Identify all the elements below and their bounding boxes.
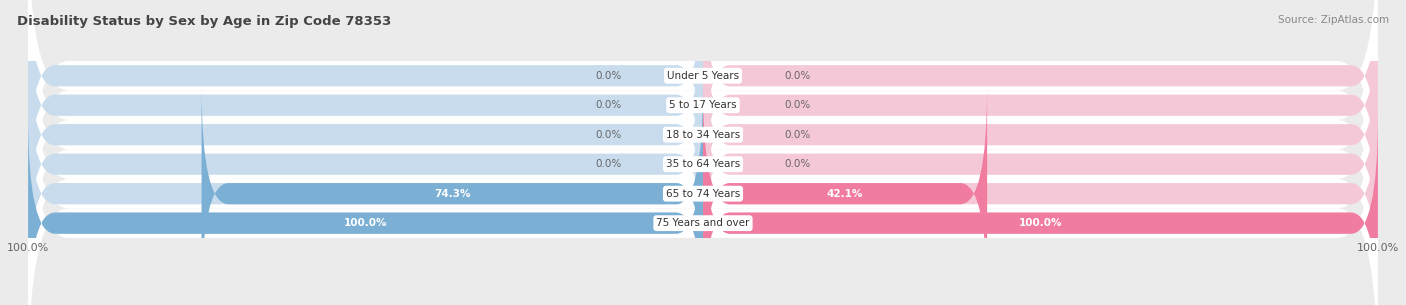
Text: 35 to 64 Years: 35 to 64 Years — [666, 159, 740, 169]
Text: 100.0%: 100.0% — [344, 218, 387, 228]
Text: Under 5 Years: Under 5 Years — [666, 71, 740, 81]
Text: 5 to 17 Years: 5 to 17 Years — [669, 100, 737, 110]
FancyBboxPatch shape — [28, 31, 1378, 305]
Text: 75 Years and over: 75 Years and over — [657, 218, 749, 228]
Text: 0.0%: 0.0% — [785, 71, 811, 81]
Text: 0.0%: 0.0% — [595, 71, 621, 81]
FancyBboxPatch shape — [703, 116, 1378, 305]
FancyBboxPatch shape — [28, 0, 703, 183]
Text: Source: ZipAtlas.com: Source: ZipAtlas.com — [1278, 15, 1389, 25]
FancyBboxPatch shape — [703, 57, 1378, 271]
FancyBboxPatch shape — [703, 116, 1378, 305]
Text: 65 to 74 Years: 65 to 74 Years — [666, 189, 740, 199]
FancyBboxPatch shape — [28, 61, 1378, 305]
FancyBboxPatch shape — [28, 0, 1378, 297]
Text: 74.3%: 74.3% — [434, 189, 471, 199]
FancyBboxPatch shape — [703, 0, 1378, 183]
Text: 0.0%: 0.0% — [595, 100, 621, 110]
FancyBboxPatch shape — [28, 2, 1378, 305]
FancyBboxPatch shape — [28, 27, 703, 242]
FancyBboxPatch shape — [28, 116, 703, 305]
FancyBboxPatch shape — [28, 0, 703, 213]
Text: 42.1%: 42.1% — [827, 189, 863, 199]
Text: 0.0%: 0.0% — [785, 130, 811, 140]
Text: 0.0%: 0.0% — [595, 130, 621, 140]
Text: Disability Status by Sex by Age in Zip Code 78353: Disability Status by Sex by Age in Zip C… — [17, 15, 391, 28]
FancyBboxPatch shape — [28, 0, 1378, 238]
FancyBboxPatch shape — [28, 116, 703, 305]
Text: 0.0%: 0.0% — [595, 159, 621, 169]
FancyBboxPatch shape — [703, 27, 1378, 242]
Text: 0.0%: 0.0% — [785, 100, 811, 110]
Text: 0.0%: 0.0% — [785, 159, 811, 169]
FancyBboxPatch shape — [703, 0, 1378, 213]
Text: 18 to 34 Years: 18 to 34 Years — [666, 130, 740, 140]
FancyBboxPatch shape — [28, 57, 703, 271]
FancyBboxPatch shape — [28, 0, 1378, 267]
FancyBboxPatch shape — [703, 86, 1378, 301]
FancyBboxPatch shape — [703, 86, 987, 301]
Text: 100.0%: 100.0% — [1019, 218, 1062, 228]
FancyBboxPatch shape — [201, 86, 703, 301]
FancyBboxPatch shape — [28, 86, 703, 301]
